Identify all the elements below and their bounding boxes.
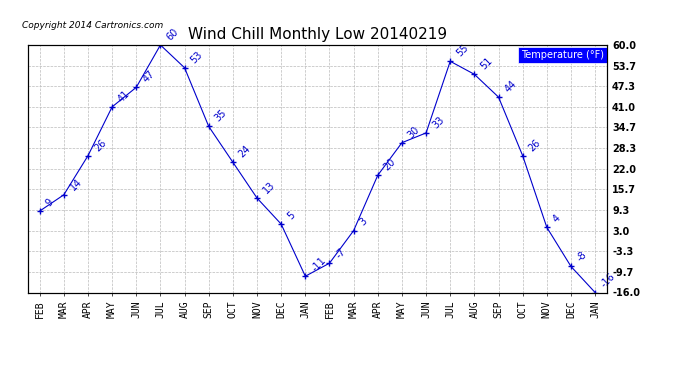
Text: 51: 51 (479, 56, 494, 72)
Text: 24: 24 (237, 144, 253, 159)
Text: -8: -8 (575, 250, 589, 264)
Text: 4: 4 (551, 213, 562, 225)
Text: 26: 26 (92, 137, 108, 153)
Text: 30: 30 (406, 124, 422, 140)
Text: 14: 14 (68, 176, 83, 192)
Text: 35: 35 (213, 108, 228, 124)
Text: 44: 44 (503, 79, 518, 94)
Text: -7: -7 (334, 246, 348, 260)
Text: 20: 20 (382, 157, 397, 172)
Title: Wind Chill Monthly Low 20140219: Wind Chill Monthly Low 20140219 (188, 27, 447, 42)
Text: 33: 33 (431, 114, 446, 130)
Text: Temperature (°F): Temperature (°F) (522, 50, 604, 60)
Text: 26: 26 (527, 137, 542, 153)
Text: 60: 60 (165, 27, 180, 42)
Text: 41: 41 (117, 88, 132, 104)
Text: Copyright 2014 Cartronics.com: Copyright 2014 Cartronics.com (22, 21, 163, 30)
Text: 3: 3 (358, 216, 369, 228)
Text: 47: 47 (141, 69, 156, 84)
Text: 53: 53 (189, 49, 204, 65)
Text: -16: -16 (600, 272, 618, 290)
Text: -11: -11 (310, 255, 328, 273)
Text: 55: 55 (455, 43, 471, 58)
Text: 13: 13 (262, 180, 277, 195)
Text: 5: 5 (286, 210, 297, 221)
Text: 9: 9 (44, 197, 55, 208)
